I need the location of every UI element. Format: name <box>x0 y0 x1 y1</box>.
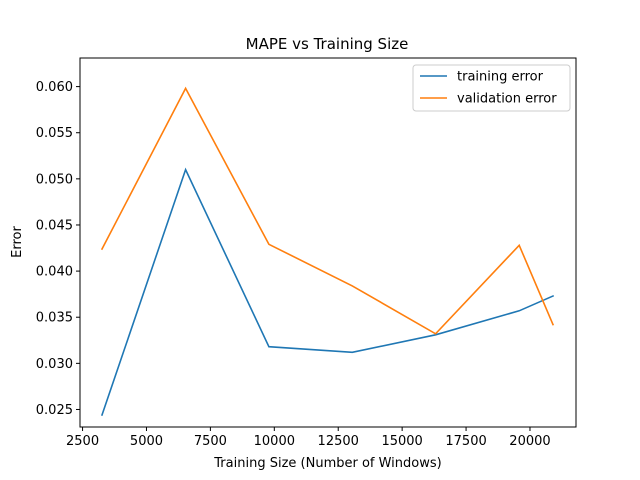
x-tick-label: 7500 <box>194 434 227 449</box>
plot-frame <box>79 57 577 428</box>
x-tick-label: 12500 <box>318 434 359 449</box>
series-line-training-error <box>100 167 555 417</box>
x-tick-label: 17500 <box>445 434 486 449</box>
y-tick-label: 0.040 <box>36 265 73 280</box>
legend-label: training error <box>457 70 544 85</box>
chart-title: MAPE vs Training Size <box>246 35 409 53</box>
legend-label: validation error <box>457 92 557 107</box>
y-tick-label: 0.030 <box>36 357 73 372</box>
y-axis: 0.025 0.030 0.035 0.040 0.045 0.050 0.055 0.060 <box>36 80 80 418</box>
y-tick-label: 0.025 <box>36 403 73 418</box>
x-tick-label: 10000 <box>254 434 295 449</box>
x-tick-label: 20000 <box>509 434 550 449</box>
x-tick-label: 15000 <box>381 434 422 449</box>
x-tick-label: 5000 <box>130 434 163 449</box>
series-layer <box>100 86 555 417</box>
y-tick-label: 0.035 <box>36 311 73 326</box>
legend-box <box>412 64 571 112</box>
y-tick-label: 0.055 <box>36 126 73 141</box>
series-line-validation-error <box>100 86 555 335</box>
x-axis: 2500 5000 7500 10000 12500 15000 17500 20000 <box>66 427 551 449</box>
y-tick-label: 0.060 <box>36 80 73 95</box>
y-tick-label: 0.045 <box>36 218 73 233</box>
y-axis-label: Error <box>10 226 25 258</box>
y-tick-label: 0.050 <box>36 172 73 187</box>
legend: training error validation error <box>412 64 571 112</box>
x-tick-label: 2500 <box>66 434 99 449</box>
x-axis-label: Training Size (Number of Windows) <box>213 456 441 471</box>
